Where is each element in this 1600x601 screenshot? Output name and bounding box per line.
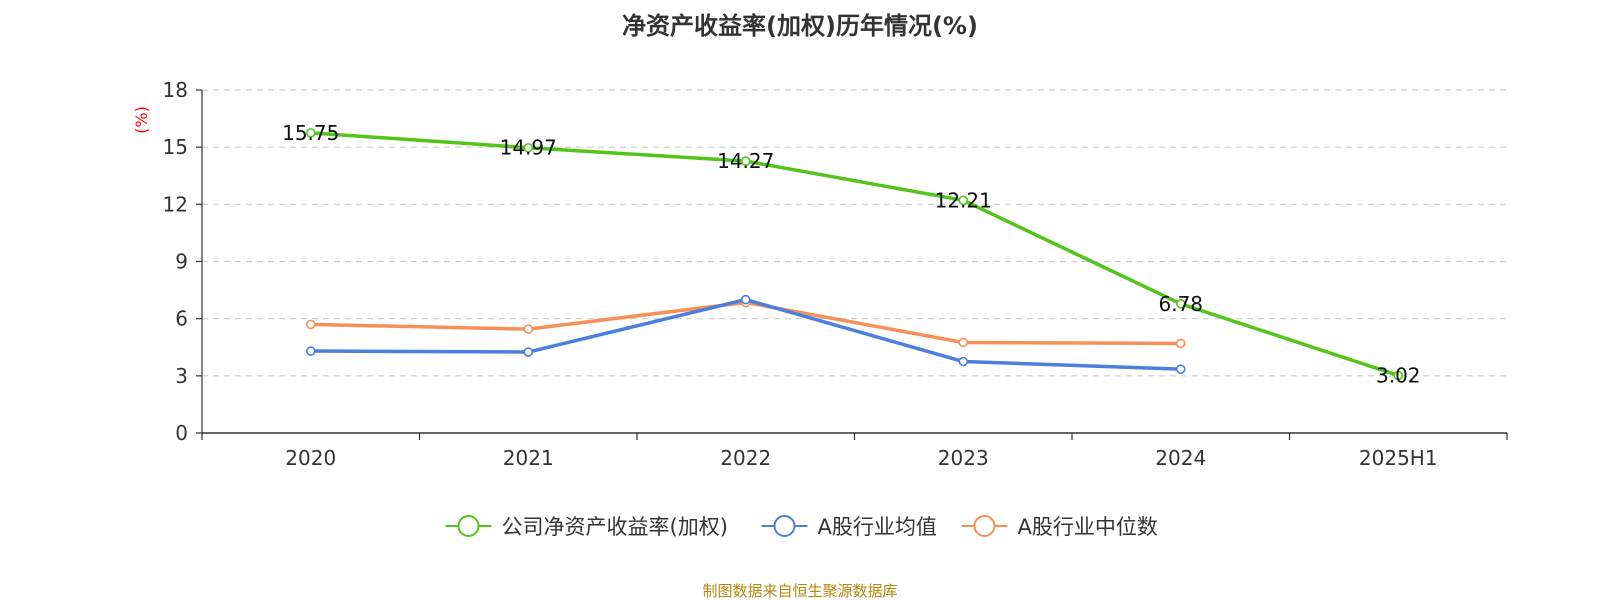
y-tick-label: 6 (175, 307, 188, 331)
data-labels: 15.75 14.97 14.27 12.21 6.78 3.02 (282, 121, 1420, 388)
y-tick-label: 0 (175, 421, 188, 445)
legend-label: A股行业中位数 (1018, 515, 1158, 539)
series-line (310, 131, 1399, 378)
source-note: 制图数据来自恒生聚源数据库 (702, 582, 898, 600)
legend-item[interactable]: A股行业中位数 (961, 515, 1158, 539)
legend[interactable]: 公司净资产收益率(加权) A股行业均值 A股行业中位数 (445, 515, 1158, 539)
data-point (958, 356, 969, 367)
data-point (1175, 338, 1186, 349)
data-label: 14.27 (717, 149, 774, 173)
legend-marker-icon (773, 515, 796, 537)
data-point (305, 128, 316, 138)
data-point (958, 195, 969, 206)
legend-marker-icon (457, 515, 480, 537)
series-lines (305, 128, 1404, 381)
data-label: 15.75 (282, 121, 339, 145)
data-label: 14.97 (500, 136, 557, 160)
axes: 0 3 6 9 12 15 18 (%) 2020 2021 2022 2023 2024 2025H1 (132, 78, 1508, 470)
data-point (958, 337, 969, 348)
x-tick-label: 2022 (720, 446, 771, 470)
legend-label: A股行业均值 (818, 515, 937, 539)
data-point (1175, 299, 1186, 309)
x-tick-label: 2023 (938, 446, 989, 470)
x-tick-label: 2021 (503, 446, 554, 470)
data-point (305, 319, 316, 330)
y-tick-label: 12 (163, 192, 188, 216)
x-tick-label: 2025H1 (1359, 446, 1438, 470)
y-tick-label: 15 (163, 135, 188, 159)
data-label: 3.02 (1376, 363, 1421, 387)
data-point (523, 142, 534, 153)
legend-item[interactable]: 公司净资产收益率(加权) (445, 515, 728, 539)
data-point (523, 324, 534, 334)
data-label: 12.21 (935, 188, 992, 212)
y-tick-label: 18 (163, 78, 188, 102)
series-line (310, 300, 1181, 346)
x-tick-label: 2024 (1155, 446, 1206, 470)
data-point (740, 294, 751, 305)
series-line (310, 297, 1181, 371)
data-point (305, 346, 316, 356)
data-point (740, 156, 751, 166)
chart-title: 净资产收益率(加权)历年情况(%) (622, 12, 978, 40)
y-tick-label: 9 (175, 250, 188, 274)
data-point (1175, 364, 1186, 374)
legend-label: 公司净资产收益率(加权) (502, 515, 728, 539)
y-tick-label: 3 (175, 364, 188, 388)
data-label: 6.78 (1158, 292, 1203, 316)
y-axis-label: (%) (132, 106, 151, 134)
legend-marker-icon (973, 515, 996, 537)
x-tick-label: 2020 (285, 446, 336, 470)
legend-item[interactable]: A股行业均值 (761, 515, 937, 539)
data-point (1393, 370, 1404, 381)
data-point (523, 347, 534, 357)
grid-lines (202, 89, 1507, 377)
